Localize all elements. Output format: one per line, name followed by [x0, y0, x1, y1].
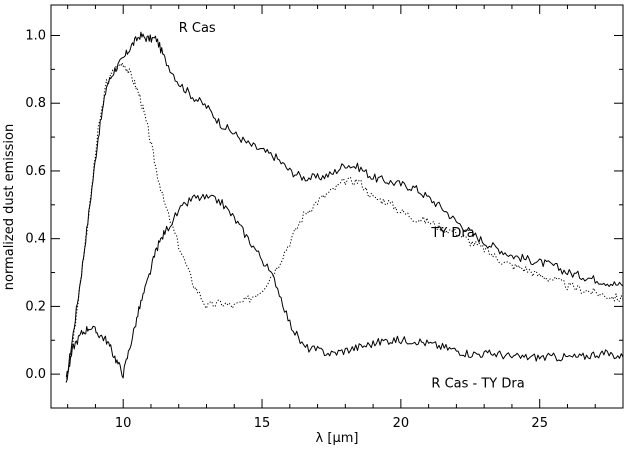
y-axis-label: normalized dust emission — [2, 124, 17, 291]
y-tick-label: 0.2 — [25, 299, 46, 314]
x-tick-label: 20 — [393, 416, 410, 431]
series-annotation: R Cas — [179, 21, 216, 36]
y-tick-label: 0.6 — [25, 164, 46, 179]
y-tick-label: 0.4 — [25, 232, 46, 247]
plot-frame — [50, 4, 624, 409]
series-line — [65, 62, 624, 383]
x-tick-label: 15 — [254, 416, 271, 431]
y-tick-label: 0.0 — [25, 367, 46, 382]
series-annotation: R Cas - TY Dra — [431, 377, 524, 392]
series-line — [65, 193, 624, 383]
x-tick-label: 10 — [115, 416, 132, 431]
axis-ticks — [51, 5, 624, 409]
x-tick-label: 25 — [531, 416, 548, 431]
tick-labels: 10 15 20 25 0.0 0.2 0.4 0.6 0.8 1.0 — [25, 28, 548, 431]
series-group — [65, 31, 624, 383]
series-line — [65, 31, 624, 378]
series-annotation: TY Dra — [430, 226, 474, 241]
annotations-group: R Cas TY Dra R Cas - TY Dra — [179, 21, 525, 392]
y-tick-label: 1.0 — [25, 28, 46, 43]
y-tick-label: 0.8 — [25, 96, 46, 111]
x-axis-label: λ [μm] — [316, 431, 359, 446]
